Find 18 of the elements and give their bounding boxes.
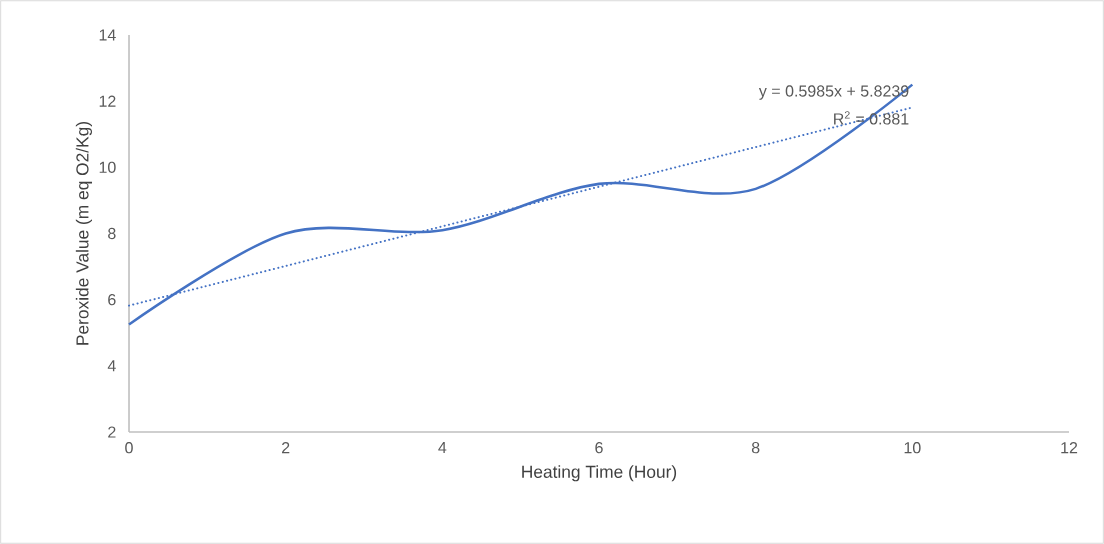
y-axis-title: Peroxide Value (m eq O2/Kg) [75,122,93,345]
x-axis-title: Heating Time (Hour) [522,465,677,482]
y-tick-label: 4 [107,360,116,372]
x-tick-label: 10 [904,442,921,454]
y-tick-label: 14 [99,29,116,41]
y-tick-label: 2 [108,426,116,438]
y-tick-label: 8 [108,227,116,240]
line-series [127,83,914,326]
x-tick-label: 4 [438,442,447,454]
y-tick-label: 6 [108,294,116,306]
x-tick-label: 0 [125,442,133,454]
annotation: R$^{2}$ = 0.881 [834,111,909,125]
y-tick-label: 10 [99,161,116,173]
x-tick-label: 12 [1061,442,1078,454]
x-tick-label: 6 [595,442,603,454]
y-tick-label: 12 [99,95,116,107]
x-tick-label: 2 [282,442,290,454]
x-tick-label: 8 [751,442,760,454]
